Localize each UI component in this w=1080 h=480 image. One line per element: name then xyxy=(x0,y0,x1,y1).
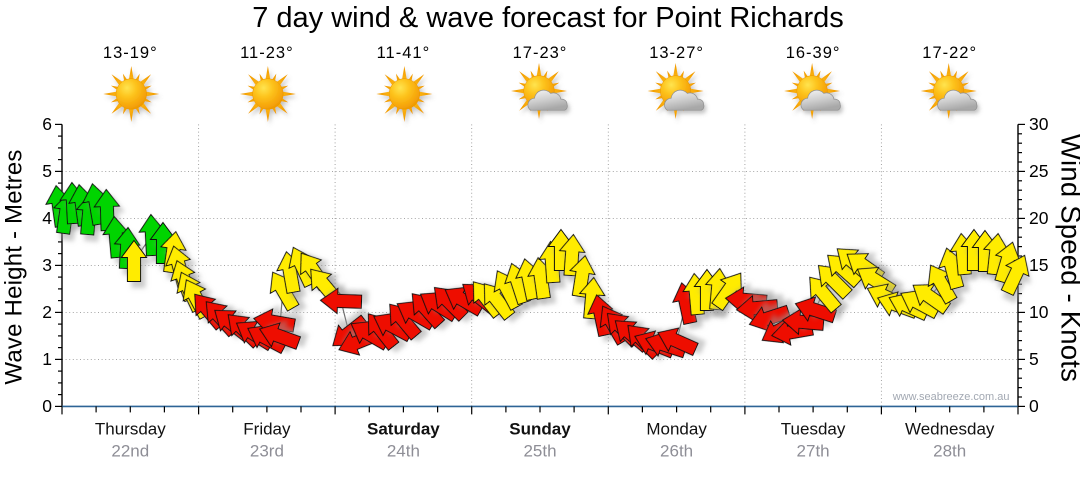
svg-text:11-41°: 11-41° xyxy=(377,44,431,62)
svg-text:30: 30 xyxy=(1029,114,1049,134)
svg-text:5: 5 xyxy=(42,161,52,181)
svg-text:4: 4 xyxy=(42,208,52,228)
svg-text:3: 3 xyxy=(42,255,52,275)
svg-text:Wind Speed - Knots: Wind Speed - Knots xyxy=(1056,134,1080,382)
svg-text:Thursday: Thursday xyxy=(95,420,166,439)
svg-text:0: 0 xyxy=(1029,396,1039,416)
svg-text:25th: 25th xyxy=(523,442,556,461)
svg-text:28th: 28th xyxy=(933,442,966,461)
svg-text:www.seabreeze.com.au: www.seabreeze.com.au xyxy=(892,391,1010,403)
svg-text:26th: 26th xyxy=(660,442,693,461)
svg-text:10: 10 xyxy=(1029,302,1049,322)
svg-text:Saturday: Saturday xyxy=(367,420,440,439)
svg-text:20: 20 xyxy=(1029,208,1049,228)
svg-text:0: 0 xyxy=(42,396,52,416)
svg-text:Wave Height - Metres: Wave Height - Metres xyxy=(1,149,28,384)
svg-text:15: 15 xyxy=(1029,255,1048,275)
svg-text:11-23°: 11-23° xyxy=(240,44,294,62)
svg-text:5: 5 xyxy=(1029,349,1039,369)
svg-text:1: 1 xyxy=(42,349,52,369)
svg-text:Friday: Friday xyxy=(243,420,291,439)
svg-text:25: 25 xyxy=(1029,161,1048,181)
svg-text:6: 6 xyxy=(42,114,52,134)
svg-text:7 day wind & wave forecast for: 7 day wind & wave forecast for Point Ric… xyxy=(252,2,844,34)
svg-text:Sunday: Sunday xyxy=(509,420,571,439)
svg-text:16-39°: 16-39° xyxy=(786,44,841,62)
svg-text:13-19°: 13-19° xyxy=(103,44,158,62)
svg-text:24th: 24th xyxy=(387,442,420,461)
svg-text:23rd: 23rd xyxy=(250,442,284,461)
svg-text:22nd: 22nd xyxy=(111,442,149,461)
svg-text:Wednesday: Wednesday xyxy=(905,420,995,439)
svg-text:27th: 27th xyxy=(797,442,830,461)
svg-text:Tuesday: Tuesday xyxy=(781,420,846,439)
svg-text:13-27°: 13-27° xyxy=(649,44,704,62)
svg-text:17-23°: 17-23° xyxy=(513,44,568,62)
svg-text:Monday: Monday xyxy=(646,420,707,439)
svg-text:17-22°: 17-22° xyxy=(922,44,977,62)
svg-text:2: 2 xyxy=(42,302,52,322)
